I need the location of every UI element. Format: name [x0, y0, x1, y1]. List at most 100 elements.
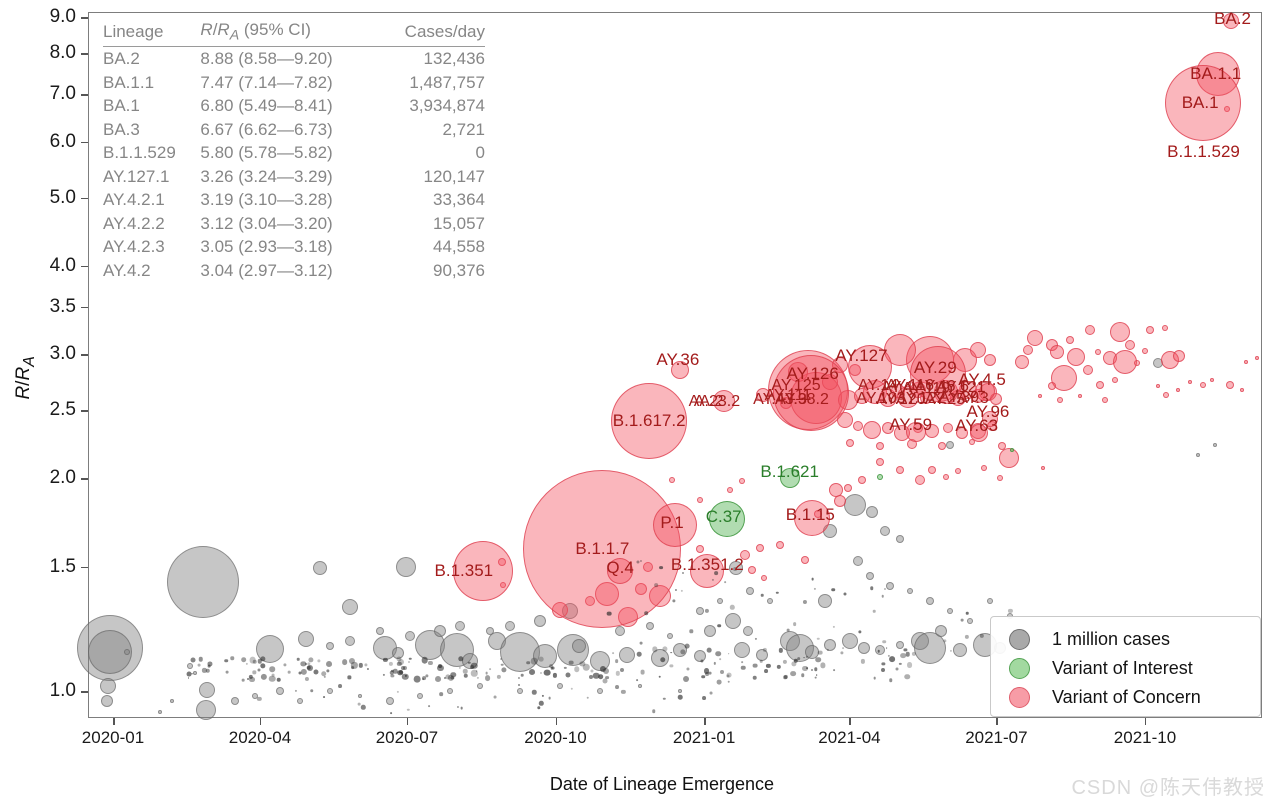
y-axis-tick: [81, 53, 88, 55]
data-bubble-voc: [984, 354, 996, 366]
scatter-dot: [358, 663, 363, 668]
inset-cell-lineage: BA.3: [103, 119, 140, 139]
data-bubble-gray: [880, 526, 890, 536]
lineage-label: B.1.617.2: [612, 411, 686, 431]
data-bubble-voc: [1255, 356, 1259, 360]
scatter-dot: [246, 677, 249, 680]
scatter-dot: [351, 662, 358, 669]
lineage-bubble: [794, 499, 831, 536]
data-bubble-voc: [756, 544, 764, 552]
scatter-dot: [652, 646, 658, 652]
inset-cell-cases: 15,057: [433, 213, 485, 233]
data-bubble-gray: [386, 697, 394, 705]
inset-table-row: AY.4.2.1 3.19 (3.10—3.28) 33,364: [103, 188, 485, 212]
scatter-dot: [468, 661, 471, 665]
scatter-dot: [298, 671, 302, 675]
scatter-dot: [518, 683, 521, 686]
x-axis-tick: [996, 718, 998, 725]
data-bubble-gray: [298, 631, 314, 647]
x-tick-label: 2020-04: [228, 728, 292, 747]
lineage-bubble: [779, 468, 800, 489]
data-bubble-gray: [231, 697, 239, 705]
lineage-label: Q.4: [606, 557, 634, 577]
scatter-dot: [789, 670, 796, 677]
scatter-dot: [297, 658, 300, 661]
data-bubble-voc: [727, 487, 733, 493]
lineage-bubble: [1165, 65, 1242, 142]
x-tick-label: 2021-10: [1113, 728, 1177, 747]
data-bubble-voc: [844, 484, 852, 492]
scatter-dot: [766, 663, 771, 668]
scatter-dot: [684, 643, 690, 649]
scatter-dot: [493, 695, 497, 699]
scatter-dot: [456, 706, 459, 709]
scatter-dot: [257, 668, 261, 672]
x-axis-tick: [259, 718, 262, 725]
scatter-dot: [531, 657, 538, 665]
scatter-dot: [960, 618, 964, 622]
data-bubble-voc: [739, 478, 745, 484]
scatter-dot: [409, 657, 412, 660]
scatter-dot: [803, 656, 806, 659]
data-bubble-gray: [342, 599, 358, 615]
scatter-dot: [186, 671, 192, 677]
data-bubble-gray: [844, 494, 866, 516]
inset-header-lineage: Lineage: [103, 20, 201, 48]
lineage-label: AY.63: [955, 415, 999, 435]
scatter-dot: [313, 669, 319, 675]
scatter-dot: [602, 667, 609, 674]
data-bubble-gray: [673, 643, 687, 657]
inset-cell-lineage: AY.4.2.1: [103, 190, 165, 210]
scatter-dot: [813, 587, 816, 590]
scatter-dot: [402, 673, 409, 681]
data-bubble-voi: [1010, 448, 1014, 452]
x-tick-label: 2020-07: [375, 728, 439, 747]
data-bubble-gray: [842, 633, 858, 649]
scatter-dot: [793, 658, 798, 663]
y-tick-label: 4.0: [49, 254, 76, 276]
scatter-dot: [813, 667, 818, 671]
data-bubble-voc: [981, 465, 987, 471]
scatter-dot: [621, 689, 626, 695]
inset-cell-ci: 3.12 (3.04—3.20): [200, 213, 333, 233]
data-bubble-gray: [533, 644, 557, 668]
scatter-dot: [520, 673, 524, 677]
inset-cell-ci: 6.80 (5.49—8.41): [200, 96, 333, 116]
data-bubble-voc: [1200, 382, 1206, 388]
data-bubble-gray: [725, 613, 741, 629]
scatter-dot: [341, 659, 348, 666]
y-axis-tick: [81, 141, 88, 144]
legend: 1 million cases Variant of Interest Varian…: [990, 616, 1261, 717]
y-axis-label: R/RA: [13, 356, 38, 400]
lineage-label: P.1: [660, 512, 684, 532]
scatter-dot: [225, 670, 229, 674]
data-bubble-gray: [358, 694, 362, 698]
data-bubble-gray: [946, 441, 954, 449]
scatter-dot: [701, 674, 705, 679]
scatter-dot: [450, 675, 454, 680]
scatter-dot: [316, 659, 321, 663]
scatter-dot: [881, 594, 885, 598]
data-bubble-voc: [863, 421, 881, 439]
scatter-dot: [881, 668, 886, 673]
inset-cell-cases: 90,376: [433, 260, 485, 280]
lineage-label: AY.126: [786, 364, 839, 384]
data-bubble-voc: [697, 497, 703, 503]
data-bubble-voc: [999, 448, 1019, 468]
scatter-dot: [663, 697, 666, 700]
lineage-bubble: [653, 502, 698, 547]
scatter-dot: [570, 687, 573, 690]
data-bubble-voc: [876, 442, 884, 450]
y-axis-tick: [81, 197, 88, 200]
lineage-label: B.1.351: [434, 560, 494, 580]
x-tick-label: 2021-07: [965, 728, 1028, 747]
scatter-dot: [882, 639, 886, 644]
data-bubble-gray: [326, 642, 334, 650]
scatter-dot: [683, 675, 690, 682]
x-axis-tick: [849, 718, 851, 725]
data-bubble-voc: [696, 545, 704, 553]
lineage-label: BA.1: [1181, 93, 1219, 113]
data-bubble-voc: [1015, 355, 1029, 369]
y-axis-tick: [81, 265, 88, 268]
y-tick-label: 9.0: [49, 6, 76, 28]
